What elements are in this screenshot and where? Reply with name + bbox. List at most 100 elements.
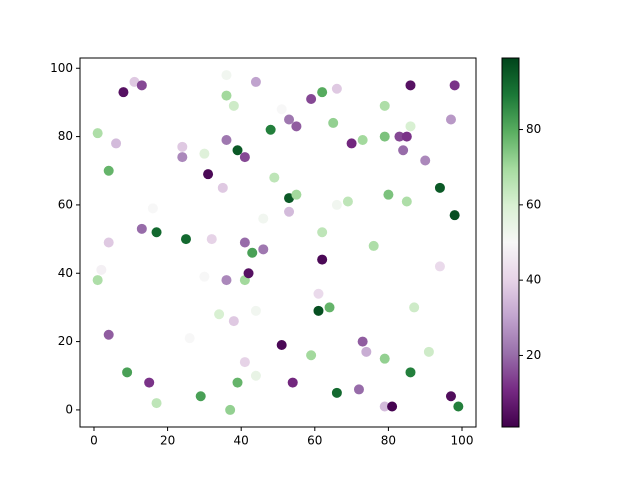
point bbox=[453, 401, 464, 412]
point bbox=[180, 234, 191, 245]
colorbar-tick-label: 20 bbox=[526, 348, 541, 362]
point bbox=[195, 391, 206, 402]
y-tick-label: 0 bbox=[65, 402, 73, 416]
y-tick-label: 60 bbox=[58, 197, 73, 211]
point bbox=[136, 80, 147, 91]
point bbox=[199, 148, 210, 159]
point bbox=[177, 141, 188, 152]
point bbox=[324, 302, 335, 313]
axes-frame bbox=[79, 57, 477, 428]
point bbox=[328, 117, 339, 128]
point bbox=[103, 165, 114, 176]
point bbox=[221, 70, 232, 81]
x-tick-label: 80 bbox=[381, 434, 396, 448]
x-tick-label: 100 bbox=[451, 434, 474, 448]
point bbox=[232, 377, 243, 388]
point bbox=[239, 357, 250, 368]
point bbox=[228, 100, 239, 111]
point bbox=[434, 182, 445, 193]
point bbox=[445, 391, 456, 402]
point bbox=[361, 346, 372, 357]
point bbox=[368, 240, 379, 251]
point bbox=[387, 401, 398, 412]
point bbox=[383, 189, 394, 200]
point bbox=[317, 87, 328, 98]
point bbox=[313, 305, 324, 316]
point bbox=[177, 152, 188, 163]
x-tick-label: 20 bbox=[160, 434, 175, 448]
point bbox=[423, 346, 434, 357]
y-tick-label: 100 bbox=[50, 61, 73, 75]
colorbar bbox=[501, 57, 520, 428]
point bbox=[258, 213, 269, 224]
point bbox=[206, 234, 217, 245]
point bbox=[103, 237, 114, 248]
y-tick-label: 80 bbox=[58, 129, 73, 143]
point bbox=[276, 104, 287, 115]
point bbox=[449, 210, 460, 221]
point bbox=[247, 247, 258, 258]
point bbox=[214, 309, 225, 320]
point bbox=[420, 155, 431, 166]
y-tick-label: 20 bbox=[58, 334, 73, 348]
x-tick-label: 0 bbox=[90, 434, 98, 448]
point bbox=[405, 80, 416, 91]
point bbox=[357, 336, 368, 347]
point bbox=[398, 145, 409, 156]
point bbox=[445, 114, 456, 125]
point bbox=[265, 124, 276, 135]
point bbox=[379, 401, 390, 412]
point bbox=[221, 90, 232, 101]
point bbox=[306, 350, 317, 361]
point bbox=[291, 189, 302, 200]
point bbox=[250, 305, 261, 316]
point bbox=[239, 152, 250, 163]
point bbox=[151, 398, 162, 409]
colorbar-tick-label: 40 bbox=[526, 273, 541, 287]
point bbox=[379, 131, 390, 142]
point bbox=[225, 404, 236, 415]
point bbox=[331, 83, 342, 94]
point bbox=[405, 121, 416, 132]
point bbox=[232, 145, 243, 156]
point bbox=[269, 172, 280, 183]
point bbox=[217, 182, 228, 193]
point bbox=[409, 302, 420, 313]
point bbox=[291, 121, 302, 132]
point bbox=[331, 199, 342, 210]
point bbox=[357, 135, 368, 145]
point bbox=[144, 377, 155, 388]
point bbox=[221, 275, 232, 286]
point bbox=[258, 244, 269, 255]
point bbox=[342, 196, 353, 207]
point bbox=[250, 370, 261, 381]
point bbox=[346, 138, 357, 149]
colorbar-tick-label: 80 bbox=[526, 122, 541, 136]
point bbox=[151, 227, 162, 238]
point bbox=[284, 114, 295, 125]
point bbox=[111, 138, 122, 149]
point bbox=[96, 264, 107, 275]
point bbox=[434, 261, 445, 272]
point bbox=[287, 377, 298, 388]
point bbox=[243, 268, 254, 279]
point bbox=[203, 169, 214, 180]
point bbox=[136, 223, 147, 234]
point bbox=[250, 76, 261, 87]
point bbox=[122, 367, 133, 378]
point bbox=[379, 100, 390, 111]
point bbox=[118, 87, 129, 98]
point bbox=[92, 128, 103, 139]
point bbox=[199, 271, 210, 282]
point bbox=[401, 196, 412, 207]
point bbox=[276, 340, 287, 350]
point bbox=[92, 275, 103, 286]
point bbox=[405, 367, 416, 378]
point bbox=[353, 384, 364, 395]
point bbox=[184, 333, 195, 344]
point bbox=[317, 227, 328, 238]
point bbox=[306, 94, 317, 104]
point bbox=[228, 316, 239, 327]
